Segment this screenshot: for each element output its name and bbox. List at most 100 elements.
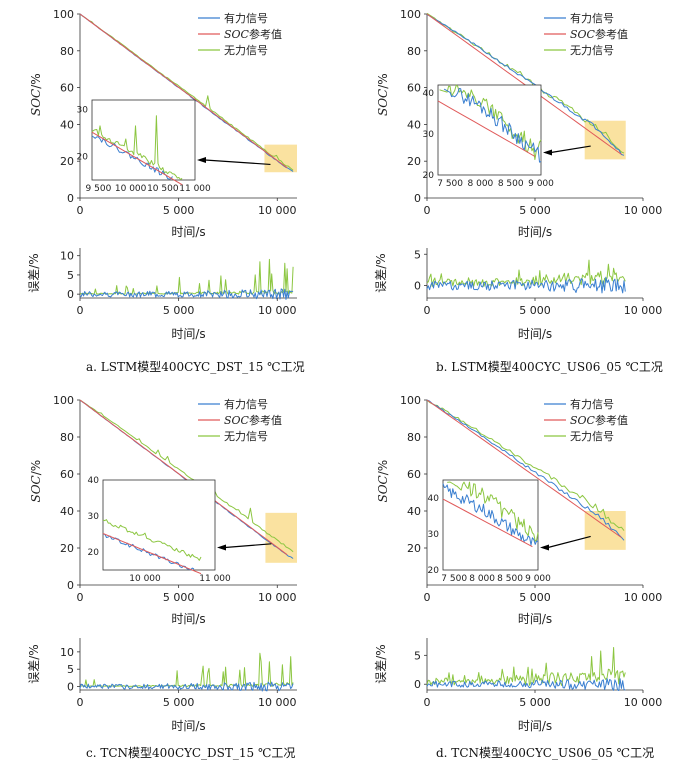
inset-ytick-label: 20: [423, 171, 435, 181]
inset-frame: [102, 479, 216, 571]
err-xtick-label: 0: [424, 696, 431, 709]
err-xtick-label: 5 000: [519, 304, 551, 317]
caption-d: d. TCN模型400CYC_US06_05 ℃工况: [436, 746, 655, 760]
inset-ref-line: [91, 131, 183, 186]
err-ytick-label: 5: [414, 248, 421, 261]
soc-ytick-label: 60: [60, 468, 74, 481]
inset-arrow: [547, 535, 591, 549]
legend-label-ref: SOC参考值: [570, 27, 628, 41]
inset-nosignal-line: [447, 481, 539, 542]
soc-xtick-label: 0: [424, 204, 431, 217]
inset-arrow: [224, 543, 272, 549]
inset-ytick-label: 40: [88, 476, 100, 486]
soc-ytick-label: 60: [407, 82, 421, 95]
legend-label-ref: SOC参考值: [224, 27, 282, 41]
inset-arrow-head: [217, 544, 226, 551]
soc-xtick-label: 10 000: [624, 204, 663, 217]
caption-a: a. LSTM模型400CYC_DST_15 ℃工况: [86, 360, 305, 374]
inset-xtick-label: 8 500: [498, 179, 524, 189]
legend-label: 无力信号: [570, 430, 614, 443]
inset-xtick-label: 10 500: [147, 184, 179, 194]
err-ytick-label: 5: [67, 269, 74, 282]
err-nosignal-line: [426, 647, 626, 686]
inset-nosignal-line: [102, 519, 202, 561]
inset-xtick-label: 9 000: [528, 179, 554, 189]
err-xlabel: 时间/s: [171, 719, 205, 733]
inset-xtick-label: 9 500: [86, 184, 112, 194]
soc-ytick-label: 20: [407, 155, 421, 168]
err-ytick-label: 0: [67, 288, 74, 301]
series-ref-line: [426, 13, 622, 155]
soc-ylabel: SOC/%: [29, 73, 43, 116]
soc-xtick-label: 5 000: [163, 204, 195, 217]
err-xlabel: 时间/s: [518, 327, 552, 341]
inset-ytick-label: 30: [77, 105, 89, 115]
inset-nosignal-line: [91, 115, 183, 180]
err-nosignal-line: [79, 258, 294, 295]
soc-ytick-label: 60: [407, 468, 421, 481]
soc-ytick-label: 80: [60, 45, 74, 58]
soc-ytick-label: 0: [414, 192, 421, 205]
inset-xtick-label: 8 000: [468, 179, 494, 189]
inset-xtick-label: 7 500: [437, 179, 463, 189]
err-xtick-label: 5 000: [163, 696, 195, 709]
soc-xtick-label: 5 000: [519, 204, 551, 217]
soc-ytick-label: 100: [53, 394, 74, 407]
err-ytick-label: 5: [414, 649, 421, 662]
soc-ylabel: SOC/%: [376, 73, 390, 116]
series-signal-line: [426, 399, 625, 541]
soc-ytick-label: 40: [60, 505, 74, 518]
err-ytick-label: 10: [60, 646, 74, 659]
inset-xtick-label: 10 000: [115, 184, 147, 194]
inset-xtick-label: 9 000: [525, 574, 551, 584]
series-ref-line: [79, 13, 288, 169]
soc-ytick-label: 40: [407, 118, 421, 131]
soc-ytick-label: 100: [400, 394, 421, 407]
soc-xtick-label: 5 000: [519, 591, 551, 604]
series-nosignal-line: [79, 399, 294, 553]
err-ytick-label: 0: [414, 280, 421, 293]
soc-xtick-label: 10 000: [258, 591, 297, 604]
inset-arrow-head: [197, 157, 206, 163]
series-nosignal-line: [426, 399, 625, 531]
soc-xtick-label: 10 000: [258, 204, 297, 217]
soc-ytick-label: 20: [60, 155, 74, 168]
inset-xtick-label: 11 000: [179, 184, 211, 194]
legend-label: 有力信号: [570, 11, 614, 25]
err-xtick-label: 5 000: [163, 304, 195, 317]
soc-ylabel: SOC/%: [29, 460, 43, 503]
legend-label: 无力信号: [224, 44, 268, 57]
err-xtick-label: 10 000: [258, 696, 297, 709]
soc-xlabel: 时间/s: [518, 612, 552, 626]
soc-xtick-label: 0: [77, 204, 84, 217]
soc-ytick-label: 0: [67, 192, 74, 205]
soc-ytick-label: 60: [60, 82, 74, 95]
soc-ytick-label: 80: [407, 45, 421, 58]
inset-ref-line: [102, 533, 202, 575]
inset-xtick-label: 10 000: [129, 574, 161, 584]
legend-label: 有力信号: [224, 397, 268, 411]
err-ytick-label: 0: [414, 678, 421, 691]
series-ref-line: [426, 399, 622, 538]
err-xtick-label: 10 000: [624, 696, 663, 709]
inset-ytick-label: 20: [428, 566, 440, 576]
err-ytick-label: 5: [67, 663, 74, 676]
err-ylabel: 误差/%: [374, 644, 388, 683]
soc-xlabel: 时间/s: [518, 225, 552, 239]
inset-arrow-head: [540, 544, 549, 551]
soc-xlabel: 时间/s: [171, 225, 205, 239]
err-signal-line: [79, 288, 294, 300]
inset-arrow: [550, 145, 591, 154]
inset-frame: [442, 479, 539, 571]
soc-xtick-label: 10 000: [624, 591, 663, 604]
soc-ylabel: SOC/%: [376, 460, 390, 503]
legend-label-ref: SOC参考值: [570, 413, 628, 427]
inset-signal-line: [91, 135, 173, 180]
inset-ytick-label: 30: [428, 530, 440, 540]
legend-label: 有力信号: [224, 11, 268, 25]
inset-arrow: [204, 159, 271, 166]
soc-xlabel: 时间/s: [171, 612, 205, 626]
legend-label: 无力信号: [570, 44, 614, 57]
zoom-highlight: [265, 512, 297, 563]
